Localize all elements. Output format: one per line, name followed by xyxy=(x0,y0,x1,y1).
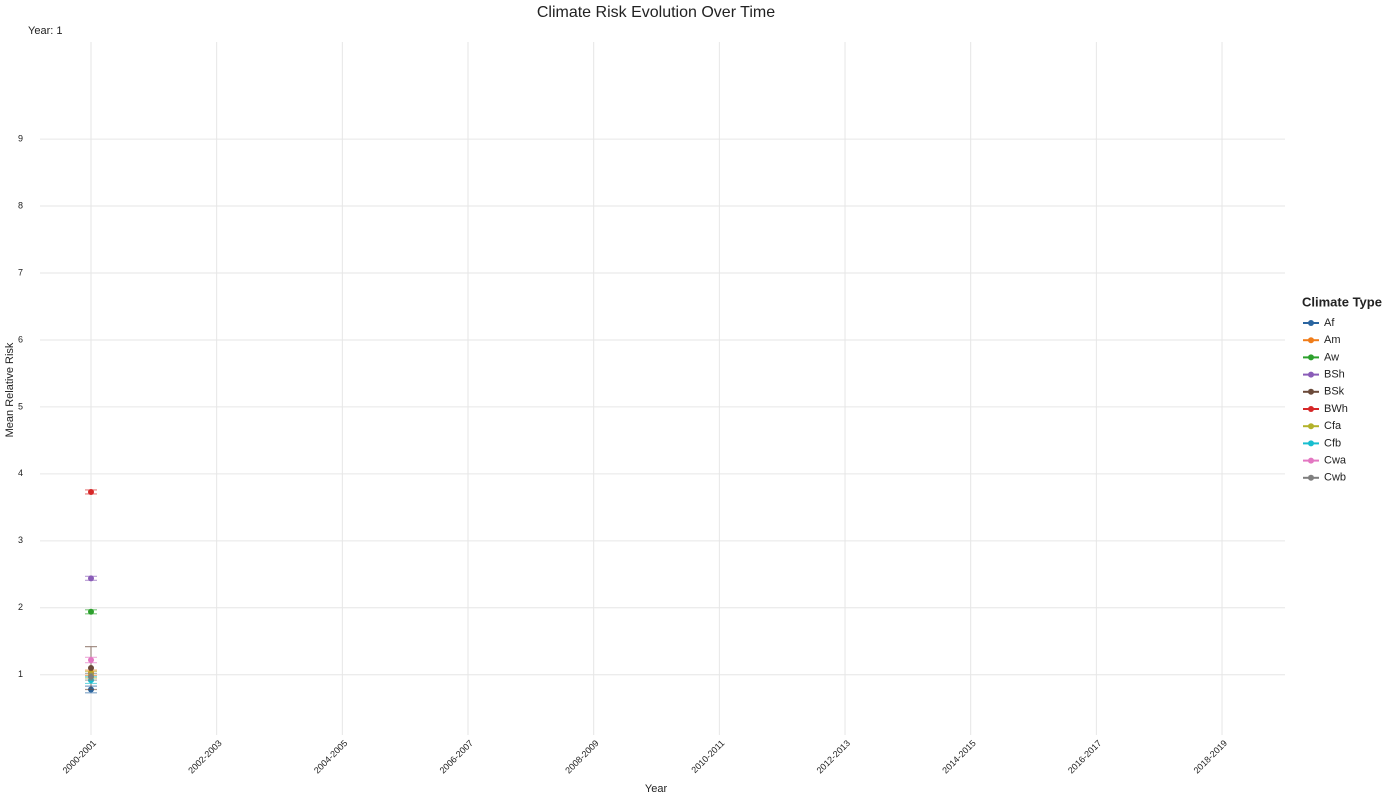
legend-label: Af xyxy=(1324,317,1335,329)
x-tick-label: 2018-2019 xyxy=(1192,738,1230,776)
legend-key-dot xyxy=(1308,423,1314,430)
y-tick-label: 4 xyxy=(18,468,23,478)
data-point xyxy=(88,575,94,582)
data-point xyxy=(88,608,94,615)
y-tick-label: 8 xyxy=(18,200,23,210)
y-axis-label: Mean Relative Risk xyxy=(4,342,16,437)
x-tick-label: 2012-2013 xyxy=(815,738,853,776)
y-tick-label: 9 xyxy=(18,133,23,143)
legend-title: Climate Type xyxy=(1302,294,1382,309)
legend-label: Cfb xyxy=(1324,437,1341,449)
x-tick-label: 2000-2001 xyxy=(61,738,99,776)
x-axis-label: Year xyxy=(645,783,668,795)
legend-label: Cwa xyxy=(1324,455,1347,467)
data-point xyxy=(88,665,94,672)
x-tick-label: 2016-2017 xyxy=(1066,738,1104,776)
x-tick-label: 2014-2015 xyxy=(940,738,978,776)
y-tick-label: 6 xyxy=(18,334,23,344)
chart-title: Climate Risk Evolution Over Time xyxy=(537,4,775,21)
legend-key-dot xyxy=(1308,440,1314,447)
x-tick-label: 2010-2011 xyxy=(689,738,726,775)
chart-subtitle: Year: 1 xyxy=(28,25,62,37)
legend-label: Cfa xyxy=(1324,420,1342,432)
data-point xyxy=(88,673,94,680)
x-tick-label: 2008-2009 xyxy=(563,738,601,776)
legend-label: BWh xyxy=(1324,403,1348,415)
legend-key-dot xyxy=(1308,371,1314,378)
legend-label: BSk xyxy=(1324,386,1345,398)
legend-key-dot xyxy=(1308,388,1314,395)
legend-key-dot xyxy=(1308,354,1314,361)
legend-key-dot xyxy=(1308,320,1314,326)
legend-key-dot xyxy=(1308,406,1314,412)
legend-key-dot xyxy=(1308,474,1314,481)
legend-label: BSh xyxy=(1324,369,1345,381)
legend-key-dot xyxy=(1308,457,1314,464)
data-point xyxy=(88,488,94,495)
y-tick-label: 2 xyxy=(18,602,23,612)
legend-label: Cwb xyxy=(1324,472,1346,484)
y-tick-label: 1 xyxy=(18,669,23,679)
y-tick-label: 7 xyxy=(18,267,23,277)
legend-label: Aw xyxy=(1324,351,1339,363)
legend-label: Am xyxy=(1324,334,1341,346)
data-point xyxy=(88,657,94,664)
y-tick-label: 3 xyxy=(18,535,23,545)
y-tick-label: 5 xyxy=(18,401,23,411)
x-tick-label: 2006-2007 xyxy=(438,738,476,776)
x-tick-label: 2004-2005 xyxy=(312,738,350,776)
legend-key-dot xyxy=(1308,337,1314,344)
x-tick-label: 2002-2003 xyxy=(186,738,224,776)
